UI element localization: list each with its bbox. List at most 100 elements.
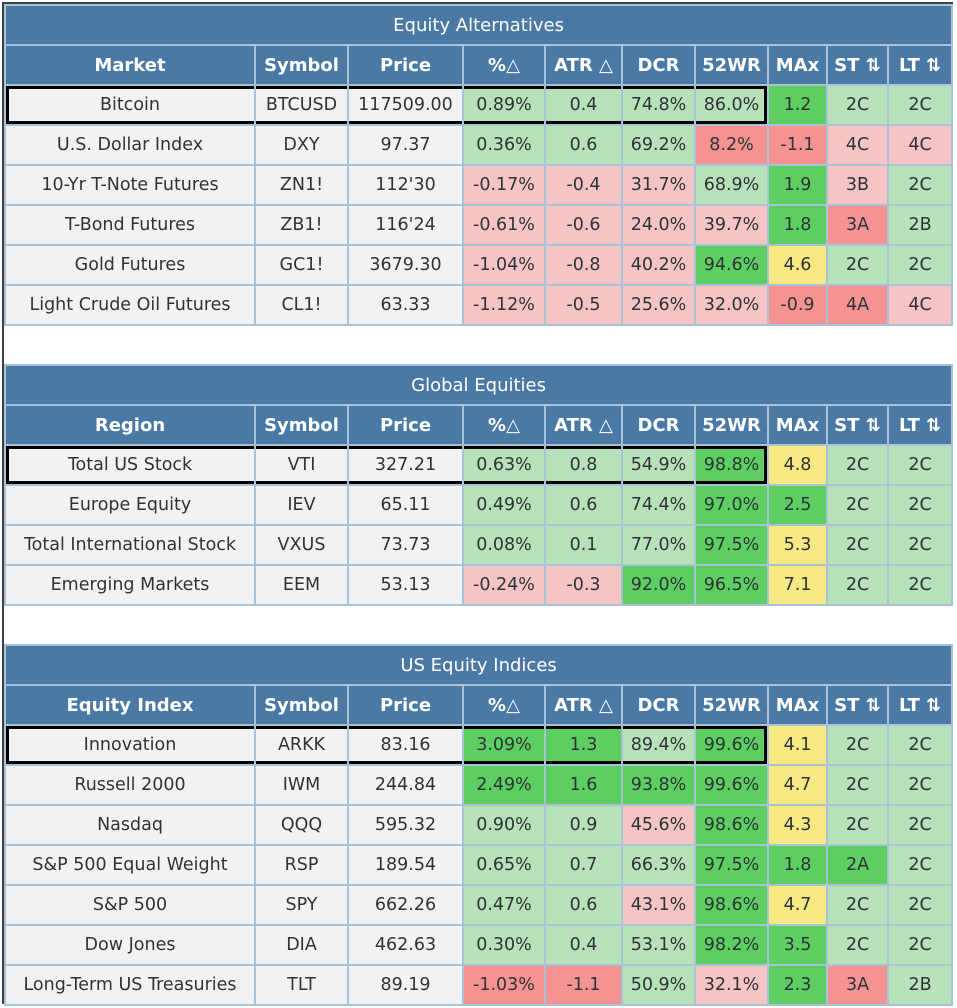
table-row[interactable]: T-Bond Futures ZB1! 116'24 -0.61% -0.6 24.0% 3…	[4, 204, 954, 246]
column-header[interactable]: MAx	[767, 684, 828, 726]
cell-name: 10-Yr T-Note Futures	[4, 164, 256, 206]
column-header[interactable]: Price	[347, 684, 464, 726]
cell-st: 2C	[826, 524, 889, 566]
column-header[interactable]: Symbol	[254, 404, 349, 446]
column-header[interactable]: LT ⇅	[886, 44, 954, 86]
cell-max: 4.1	[767, 724, 828, 766]
cell-lt: 2C	[886, 444, 954, 486]
column-header[interactable]: ST ⇅	[826, 684, 889, 726]
cell-st: 4A	[826, 284, 889, 326]
column-header-name[interactable]: Market	[4, 44, 256, 86]
table-row[interactable]: Emerging Markets EEM 53.13 -0.24% -0.3 92.0% 9…	[4, 564, 954, 606]
cell-pct-change: 3.09%	[462, 724, 546, 766]
table-row[interactable]: Dow Jones DIA 462.63 0.30% 0.4 53.1% 98.2% 3.5 2…	[4, 924, 954, 966]
cell-pct-change: 0.47%	[462, 884, 546, 926]
cell-52wr: 39.7%	[694, 204, 769, 246]
column-header[interactable]: LT ⇅	[886, 684, 954, 726]
table-row[interactable]: U.S. Dollar Index DXY 97.37 0.36% 0.6 69.2% 8.…	[4, 124, 954, 166]
column-header-name[interactable]: Equity Index	[4, 684, 256, 726]
cell-max: 1.2	[767, 84, 828, 126]
table-row[interactable]: S&P 500 SPY 662.26 0.47% 0.6 43.1% 98.6% 4.7 2C 2…	[4, 884, 954, 926]
column-header[interactable]: %△	[462, 404, 546, 446]
cell-max: 4.7	[767, 764, 828, 806]
cell-symbol: ZN1!	[254, 164, 349, 206]
column-header[interactable]: DCR	[621, 404, 696, 446]
cell-price: 595.32	[347, 804, 464, 846]
cell-max: 2.3	[767, 964, 828, 1006]
column-header[interactable]: 52WR	[694, 684, 769, 726]
header-row: Region Symbol Price %△ ATR △ DCR 52WR MAx ST ⇅ LT…	[4, 404, 954, 446]
cell-symbol: ARKK	[254, 724, 349, 766]
column-header[interactable]: Symbol	[254, 44, 349, 86]
cell-dcr: 24.0%	[621, 204, 696, 246]
cell-price: 97.37	[347, 124, 464, 166]
column-header[interactable]: LT ⇅	[886, 404, 954, 446]
cell-symbol: CL1!	[254, 284, 349, 326]
table-row[interactable]: Gold Futures GC1! 3679.30 -1.04% -0.8 40.2% 94…	[4, 244, 954, 286]
cell-max: 5.3	[767, 524, 828, 566]
column-header[interactable]: ATR △	[544, 44, 623, 86]
table-row[interactable]: Total International Stock VXUS 73.73 0.08% 0…	[4, 524, 954, 566]
table-row[interactable]: Light Crude Oil Futures CL1! 63.33 -1.12% -0…	[4, 284, 954, 326]
cell-st: 2C	[826, 484, 889, 526]
column-header[interactable]: Symbol	[254, 684, 349, 726]
cell-st: 2C	[826, 244, 889, 286]
column-header-name[interactable]: Region	[4, 404, 256, 446]
column-header[interactable]: 52WR	[694, 44, 769, 86]
column-header[interactable]: ST ⇅	[826, 44, 889, 86]
column-header[interactable]: ATR △	[544, 684, 623, 726]
table-row[interactable]: Innovation ARKK 83.16 3.09% 1.3 89.4% 99.6% 4.1…	[4, 724, 954, 766]
cell-st: 2C	[826, 764, 889, 806]
cell-atr-change: -0.6	[544, 204, 623, 246]
cell-symbol: GC1!	[254, 244, 349, 286]
cell-52wr: 97.0%	[694, 484, 769, 526]
column-header[interactable]: 52WR	[694, 404, 769, 446]
column-header[interactable]: %△	[462, 44, 546, 86]
column-header[interactable]: ATR △	[544, 404, 623, 446]
column-header[interactable]: Price	[347, 44, 464, 86]
cell-max: 4.8	[767, 444, 828, 486]
table-row[interactable]: Total US Stock VTI 327.21 0.63% 0.8 54.9% 98.8…	[4, 444, 954, 486]
cell-lt: 2C	[886, 524, 954, 566]
table-row[interactable]: Nasdaq QQQ 595.32 0.90% 0.9 45.6% 98.6% 4.3 2C 2C	[4, 804, 954, 846]
cell-dcr: 53.1%	[621, 924, 696, 966]
table-row[interactable]: 10-Yr T-Note Futures ZN1! 112'30 -0.17% -0.4…	[4, 164, 954, 206]
column-header[interactable]: DCR	[621, 44, 696, 86]
cell-dcr: 40.2%	[621, 244, 696, 286]
table-row[interactable]: Europe Equity IEV 65.11 0.49% 0.6 74.4% 97.0% 2…	[4, 484, 954, 526]
table-row[interactable]: Long-Term US Treasuries TLT 89.19 -1.03% -1.…	[4, 964, 954, 1006]
table-row[interactable]: Bitcoin BTCUSD 117509.00 0.89% 0.4 74.8% 86.0%…	[4, 84, 954, 126]
cell-atr-change: 1.6	[544, 764, 623, 806]
cell-price: 53.13	[347, 564, 464, 606]
cell-symbol: DIA	[254, 924, 349, 966]
section-title-row: US Equity Indices	[3, 644, 954, 686]
cell-symbol: ZB1!	[254, 204, 349, 246]
column-header[interactable]: MAx	[767, 44, 828, 86]
cell-symbol: IWM	[254, 764, 349, 806]
column-header[interactable]: ST ⇅	[826, 404, 889, 446]
cell-price: 117509.00	[347, 84, 464, 126]
cell-atr-change: 0.9	[544, 804, 623, 846]
column-header[interactable]: DCR	[621, 684, 696, 726]
cell-atr-change: 0.6	[544, 484, 623, 526]
cell-52wr: 98.2%	[694, 924, 769, 966]
cell-max: 1.9	[767, 164, 828, 206]
cell-name: Russell 2000	[4, 764, 256, 806]
column-header[interactable]: %△	[462, 684, 546, 726]
cell-st: 2C	[826, 444, 889, 486]
column-header[interactable]: Price	[347, 404, 464, 446]
cell-52wr: 99.6%	[694, 724, 769, 766]
table-row[interactable]: Russell 2000 IWM 244.84 2.49% 1.6 93.8% 99.6% 4…	[4, 764, 954, 806]
cell-price: 327.21	[347, 444, 464, 486]
column-header[interactable]: MAx	[767, 404, 828, 446]
cell-st: 3B	[826, 164, 889, 206]
cell-price: 65.11	[347, 484, 464, 526]
cell-52wr: 98.8%	[694, 444, 769, 486]
table-row[interactable]: S&P 500 Equal Weight RSP 189.54 0.65% 0.7 66.…	[4, 844, 954, 886]
cell-atr-change: -0.5	[544, 284, 623, 326]
cell-symbol: QQQ	[254, 804, 349, 846]
cell-max: 4.7	[767, 884, 828, 926]
spacer-cell	[3, 324, 954, 366]
cell-st: 3A	[826, 964, 889, 1006]
